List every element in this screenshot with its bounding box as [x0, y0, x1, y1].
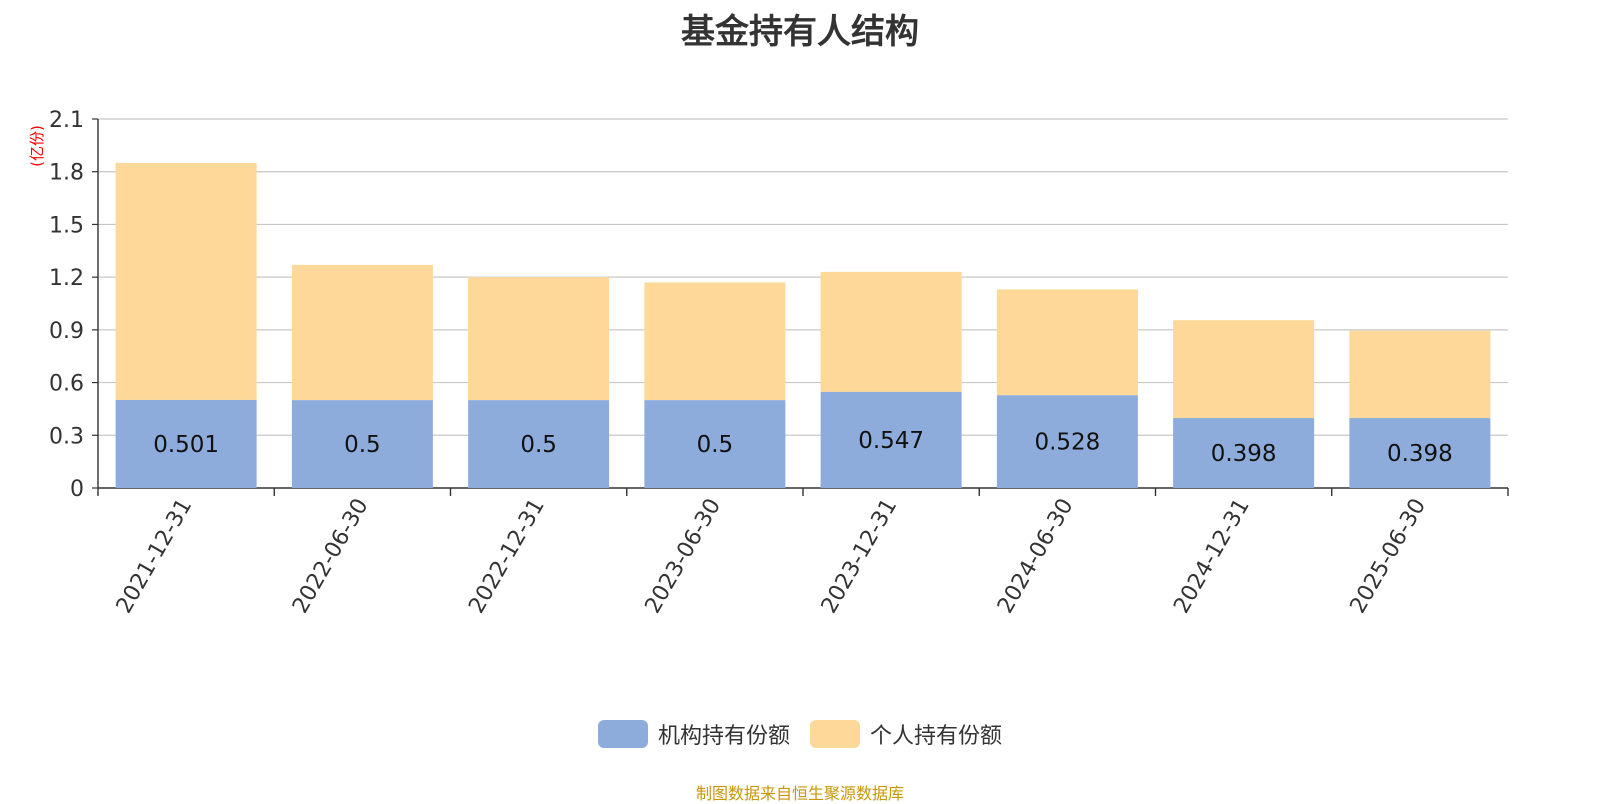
bar-institution [996, 395, 1138, 488]
bar-individual [820, 271, 962, 392]
bar-institution [1173, 418, 1315, 488]
x-tick-label: 2022-06-30 [288, 495, 374, 618]
y-tick-label: 0.6 [49, 372, 84, 397]
x-tick-label: 2021-12-31 [112, 495, 198, 618]
bar-institution [1349, 418, 1491, 488]
bar-individual [1349, 330, 1491, 419]
data-label-institution: 0.398 [1387, 441, 1453, 467]
x-tick-label: 2024-12-31 [1169, 495, 1255, 618]
y-tick-label: 2.1 [49, 108, 84, 133]
legend-label-institution: 机构持有份额 [657, 724, 790, 749]
bar-individual [996, 289, 1138, 396]
data-label-institution: 0.5 [520, 432, 557, 458]
bar-institution [115, 399, 257, 488]
bar-individual [644, 282, 786, 401]
bar-individual [1173, 320, 1315, 419]
bar-institution [644, 400, 786, 488]
legend-swatch-individual [810, 720, 860, 748]
x-tick-label: 2023-12-31 [817, 495, 903, 618]
y-tick-label: 0.9 [49, 319, 84, 344]
legend-item-individual[interactable]: 个人持有份额 [810, 718, 1002, 750]
legend-item-institution[interactable]: 机构持有份额 [597, 718, 790, 750]
y-tick-label: 0 [70, 477, 84, 502]
data-label-institution: 0.547 [858, 428, 924, 454]
data-label-institution: 0.5 [344, 432, 381, 458]
y-tick-label: 0.3 [49, 424, 84, 449]
bar-individual [468, 277, 610, 401]
x-tick-label: 2025-06-30 [1345, 495, 1431, 618]
y-unit-label: (亿份) [28, 125, 46, 167]
y-tick-label: 1.8 [49, 161, 84, 186]
y-tick-label: 1.2 [49, 266, 84, 291]
bar-institution [468, 400, 610, 488]
data-label-institution: 0.528 [1034, 430, 1100, 456]
legend-label-individual: 个人持有份额 [870, 724, 1003, 749]
source-note: 制图数据来自恒生聚源数据库 [695, 784, 904, 803]
bar-individual [291, 264, 433, 401]
x-tick-label: 2024-06-30 [993, 495, 1079, 618]
legend-swatch-institution [597, 720, 648, 748]
bar-institution [291, 400, 433, 488]
data-label-institution: 0.5 [697, 432, 734, 458]
legend: 机构持有份额 个人持有份额 [0, 718, 1600, 750]
bar-individual [115, 162, 257, 400]
data-label-institution: 0.501 [153, 432, 219, 458]
x-tick-label: 2023-06-30 [640, 495, 726, 618]
chart-title: 基金持有人结构 [681, 12, 919, 52]
y-tick-label: 1.5 [49, 213, 84, 238]
x-tick-label: 2022-12-31 [464, 495, 550, 618]
data-label-institution: 0.398 [1211, 441, 1277, 467]
bar-institution [820, 391, 962, 488]
